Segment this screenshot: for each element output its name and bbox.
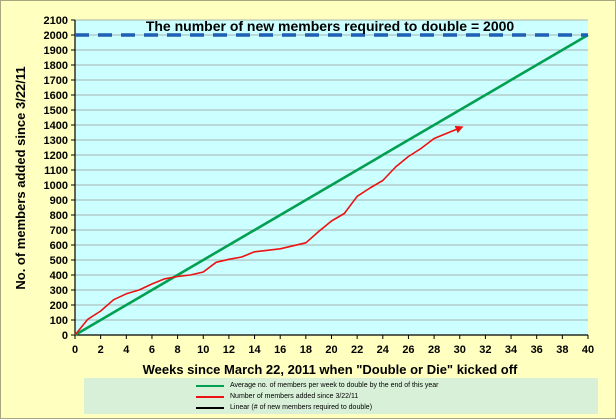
legend-label-actual: Number of members added since 3/22/11 <box>230 393 359 400</box>
x-tick-label: 30 <box>454 344 466 356</box>
x-tick-label: 10 <box>197 344 209 356</box>
x-tick-label: 20 <box>325 344 337 356</box>
x-tick-label: 4 <box>123 344 130 356</box>
series-lines <box>74 33 589 337</box>
legend-swatch-linear <box>196 406 224 409</box>
y-tick-label: 1900 <box>44 45 68 57</box>
y-tick-label: 800 <box>50 210 68 222</box>
y-tick-label: 300 <box>50 285 68 297</box>
x-tick-label: 16 <box>274 344 286 356</box>
y-tick-label: 500 <box>50 255 68 267</box>
y-tick-label: 600 <box>50 240 68 252</box>
y-tick-label: 1500 <box>44 105 68 117</box>
x-tick-label: 18 <box>300 344 312 356</box>
x-axis-title: Weeks since March 22, 2011 when "Double … <box>143 362 518 377</box>
y-tick-label: 1600 <box>44 90 68 102</box>
legend-label-average: Average no. of members per week to doubl… <box>230 382 439 389</box>
x-tick-label: 14 <box>248 344 261 356</box>
x-tick-label: 8 <box>175 344 181 356</box>
axes <box>71 19 589 339</box>
y-tick-label: 900 <box>50 195 68 207</box>
y-tick-label: 700 <box>50 225 68 237</box>
x-tick-label: 12 <box>223 344 235 356</box>
y-tick-label: 1200 <box>44 150 68 162</box>
legend-swatch-actual <box>196 395 224 398</box>
x-tick-label: 22 <box>351 344 363 356</box>
x-tick-label: 2 <box>98 344 104 356</box>
y-tick-label: 2000 <box>44 30 68 42</box>
series-actual-line <box>74 125 464 336</box>
tick-labels: 0100200300400500600700800900100011001200… <box>44 15 595 356</box>
plot-area <box>75 20 588 335</box>
y-tick-label: 1400 <box>44 120 68 132</box>
y-tick-label: 0 <box>62 330 68 342</box>
legend: Average no. of members per week to doubl… <box>84 378 598 414</box>
y-tick-label: 1300 <box>44 135 68 147</box>
x-tick-label: 6 <box>149 344 155 356</box>
y-tick-label: 100 <box>50 315 68 327</box>
x-tick-label: 28 <box>428 344 440 356</box>
y-tick-label: 1800 <box>44 60 68 72</box>
x-tick-label: 0 <box>72 344 78 356</box>
y-tick-label: 1700 <box>44 75 68 87</box>
legend-item-average: Average no. of members per week to doubl… <box>196 380 438 391</box>
legend-item-linear: Linear (# of new members required to dou… <box>196 402 372 413</box>
x-tick-label: 38 <box>556 344 568 356</box>
series-average-line <box>74 33 589 337</box>
y-tick-label: 2100 <box>44 15 68 27</box>
y-axis-title: No. of members added since 3/22/11 <box>13 66 28 289</box>
legend-item-actual: Number of members added since 3/22/11 <box>196 391 358 402</box>
x-tick-label: 34 <box>505 344 518 356</box>
y-tick-label: 400 <box>50 270 68 282</box>
y-tick-label: 1000 <box>44 180 68 192</box>
y-tick-label: 200 <box>50 300 68 312</box>
x-tick-label: 32 <box>479 344 491 356</box>
x-tick-label: 24 <box>377 344 390 356</box>
required-members-annotation: The number of new members required to do… <box>146 18 515 34</box>
y-tick-label: 1100 <box>44 165 68 177</box>
x-tick-label: 40 <box>582 344 594 356</box>
x-tick-label: 26 <box>402 344 414 356</box>
legend-label-linear: Linear (# of new members required to dou… <box>230 404 373 411</box>
x-tick-label: 36 <box>531 344 543 356</box>
legend-swatch-average <box>196 384 224 387</box>
